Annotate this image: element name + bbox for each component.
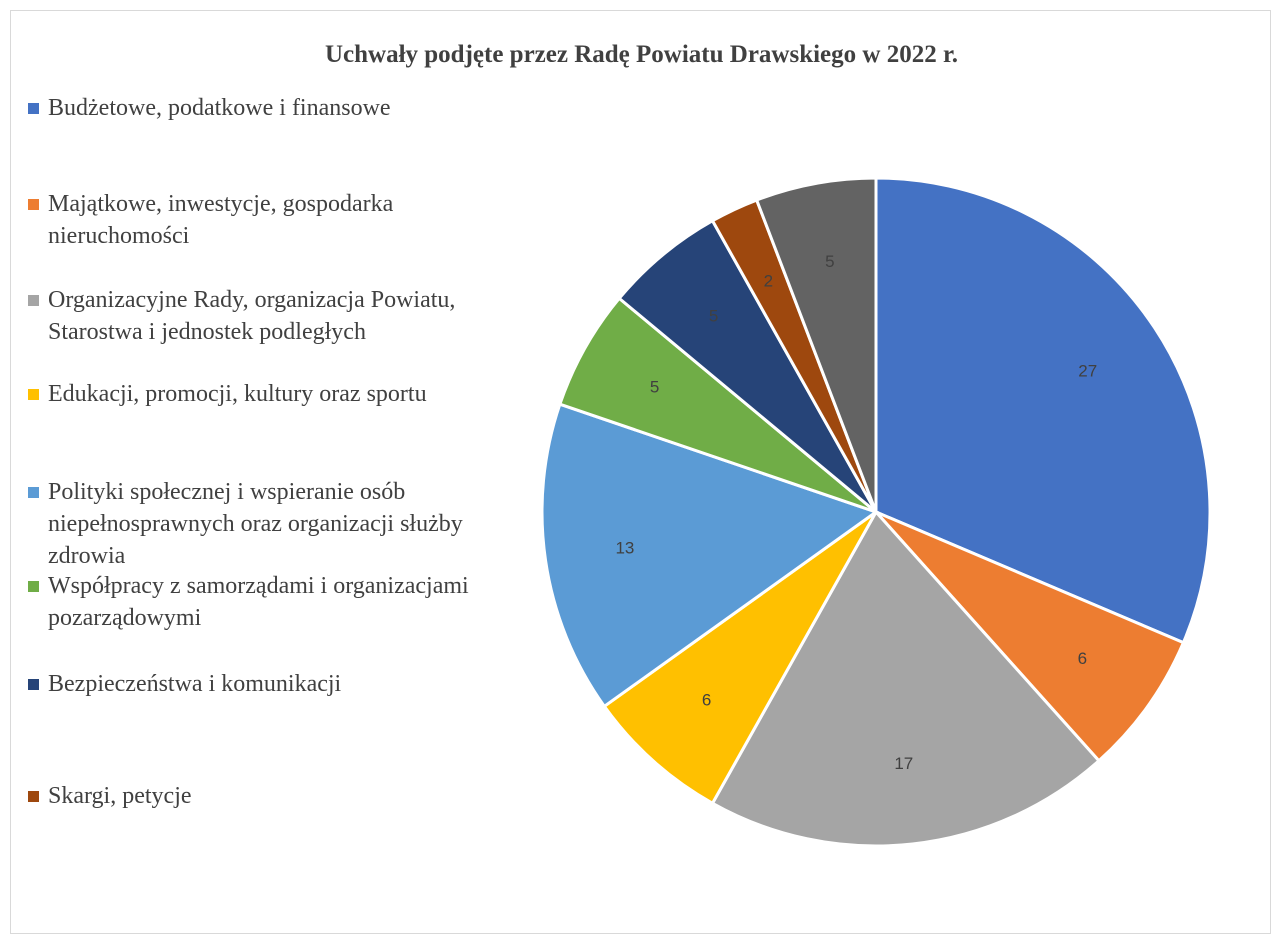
legend-label: Budżetowe, podatkowe i finansowe: [48, 95, 391, 121]
data-label: 2: [764, 272, 773, 291]
legend-label: Polityki społecznej i wspieranie osób ni…: [48, 479, 463, 569]
legend-item: Polityki społecznej i wspieranie osób ni…: [28, 476, 478, 572]
legend-swatch: [28, 199, 39, 210]
legend-item: Skargi, petycje: [28, 780, 478, 812]
legend-item: Majątkowe, inwestycje, gospodarka nieruc…: [28, 188, 478, 252]
data-label: 5: [650, 377, 659, 396]
pie-slice: [754, 176, 878, 513]
data-label: 6: [702, 691, 711, 710]
legend-item: Bezpieczeństwa i komunikacji: [28, 668, 478, 700]
data-label: 13: [615, 538, 634, 557]
pie-slice: [602, 510, 878, 806]
pie-slice: [540, 402, 880, 709]
pie-slice: [617, 218, 878, 514]
pie-slice: [874, 510, 1186, 763]
legend-item: Współpracy z samorządami i organizacjami…: [28, 570, 478, 634]
data-label: 27: [1078, 361, 1097, 380]
data-label: 17: [894, 754, 913, 773]
data-label: 6: [1078, 649, 1087, 668]
legend-label: Majątkowe, inwestycje, gospodarka nieruc…: [48, 191, 394, 249]
legend-label: Współpracy z samorządami i organizacjami…: [48, 573, 469, 631]
legend-item: Budżetowe, podatkowe i finansowe: [28, 92, 478, 124]
legend-label: Edukacji, promocji, kultury oraz sportu: [48, 381, 427, 407]
legend-swatch: [28, 791, 39, 802]
legend-swatch: [28, 581, 39, 592]
pie-slice: [874, 176, 1212, 645]
legend-swatch: [28, 487, 39, 498]
data-label: 5: [825, 252, 834, 271]
chart-title: Uchwały podjęte przez Radę Powiatu Draws…: [324, 41, 959, 68]
legend-item: Organizacyjne Rady, organizacja Powiatu,…: [28, 284, 478, 348]
legend-swatch: [28, 295, 39, 306]
legend-swatch: [28, 389, 39, 400]
pie-slice: [710, 509, 1101, 848]
data-label: 5: [709, 306, 718, 325]
pie-slice: [557, 296, 877, 514]
legend-item: Edukacji, promocji, kultury oraz sportu: [28, 378, 478, 410]
legend-label: Organizacyjne Rady, organizacja Powiatu,…: [48, 287, 456, 345]
legend-label: Skargi, petycje: [48, 783, 192, 809]
legend-swatch: [28, 679, 39, 690]
legend-swatch: [28, 103, 39, 114]
legend-label: Bezpieczeństwa i komunikacji: [48, 671, 342, 697]
